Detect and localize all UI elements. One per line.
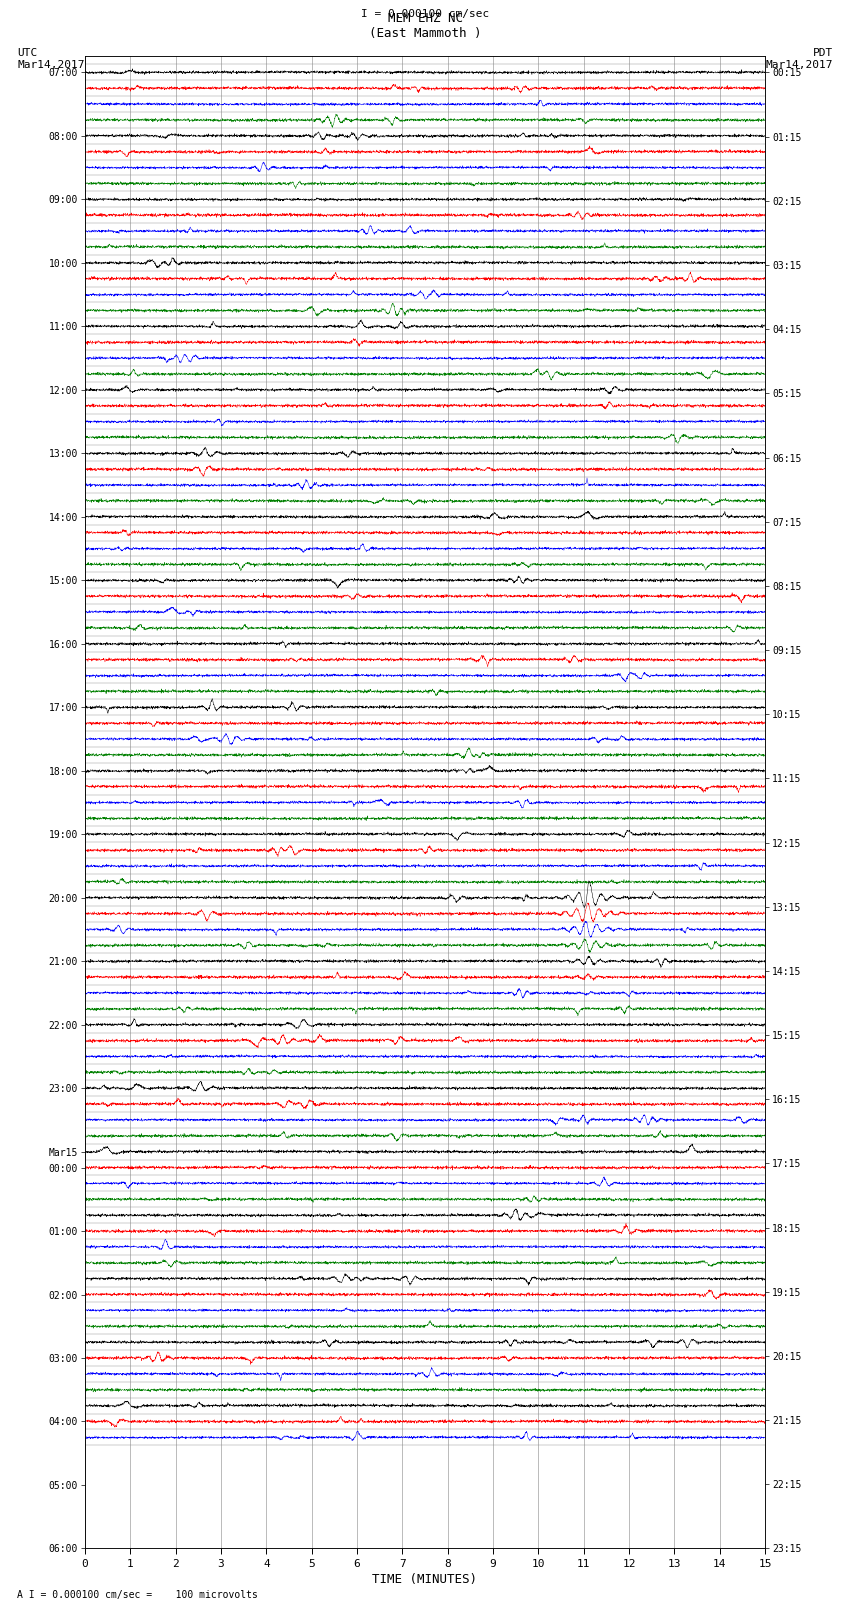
Text: PDT: PDT bbox=[813, 48, 833, 58]
Text: Mar14,2017: Mar14,2017 bbox=[766, 60, 833, 69]
Text: UTC: UTC bbox=[17, 48, 37, 58]
Text: A I = 0.000100 cm/sec =    100 microvolts: A I = 0.000100 cm/sec = 100 microvolts bbox=[17, 1590, 258, 1600]
Text: Mar14,2017: Mar14,2017 bbox=[17, 60, 84, 69]
X-axis label: TIME (MINUTES): TIME (MINUTES) bbox=[372, 1573, 478, 1586]
Title: MEM EHZ NC
(East Mammoth ): MEM EHZ NC (East Mammoth ) bbox=[369, 11, 481, 40]
Text: I = 0.000100 cm/sec: I = 0.000100 cm/sec bbox=[361, 10, 489, 19]
